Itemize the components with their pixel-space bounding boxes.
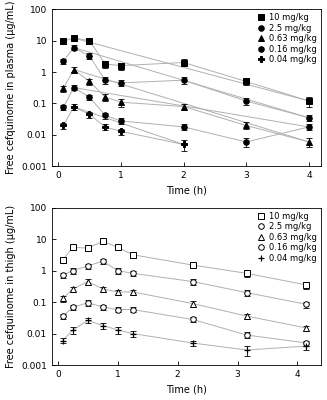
0.16 mg/kg (72, 85, 76, 90)
0.63 mg/kg (131, 290, 135, 294)
2.5 mg/kg (86, 264, 90, 268)
0.04 mg/kg (86, 318, 90, 323)
0.04 mg/kg (61, 338, 65, 343)
0.63 mg/kg (119, 100, 123, 104)
2.5 mg/kg (72, 45, 76, 50)
0.16 mg/kg (71, 305, 75, 310)
Line: 10 mg/kg: 10 mg/kg (60, 238, 309, 288)
X-axis label: Time (h): Time (h) (166, 384, 207, 394)
0.16 mg/kg (61, 105, 65, 110)
0.04 mg/kg (116, 328, 120, 332)
2.5 mg/kg (307, 116, 311, 120)
0.63 mg/kg (304, 326, 308, 330)
0.16 mg/kg (131, 307, 135, 312)
10 mg/kg (307, 98, 311, 103)
0.04 mg/kg (71, 328, 75, 332)
10 mg/kg (103, 62, 107, 66)
10 mg/kg (119, 63, 123, 68)
0.63 mg/kg (61, 86, 65, 91)
0.63 mg/kg (88, 79, 92, 84)
2.5 mg/kg (304, 302, 308, 307)
0.63 mg/kg (72, 67, 76, 72)
0.04 mg/kg (103, 124, 107, 129)
0.04 mg/kg (191, 341, 195, 346)
10 mg/kg (116, 245, 120, 250)
Line: 2.5 mg/kg: 2.5 mg/kg (60, 45, 312, 120)
0.16 mg/kg (181, 124, 185, 129)
10 mg/kg (245, 271, 249, 276)
2.5 mg/kg (61, 273, 65, 278)
2.5 mg/kg (61, 59, 65, 64)
0.04 mg/kg (101, 323, 105, 328)
Line: 0.16 mg/kg: 0.16 mg/kg (60, 85, 312, 145)
2.5 mg/kg (191, 279, 195, 284)
Line: 0.63 mg/kg: 0.63 mg/kg (60, 67, 312, 145)
10 mg/kg (191, 263, 195, 268)
0.63 mg/kg (181, 104, 185, 109)
Legend: 10 mg/kg, 2.5 mg/kg, 0.63 mg/kg, 0.16 mg/kg, 0.04 mg/kg: 10 mg/kg, 2.5 mg/kg, 0.63 mg/kg, 0.16 mg… (254, 12, 319, 66)
0.04 mg/kg (245, 348, 249, 352)
X-axis label: Time (h): Time (h) (166, 186, 207, 196)
2.5 mg/kg (131, 271, 135, 276)
Line: 0.04 mg/kg: 0.04 mg/kg (60, 104, 186, 147)
0.16 mg/kg (103, 113, 107, 118)
0.04 mg/kg (61, 123, 65, 128)
2.5 mg/kg (116, 268, 120, 273)
0.63 mg/kg (103, 95, 107, 100)
10 mg/kg (244, 79, 248, 84)
10 mg/kg (181, 60, 185, 65)
2.5 mg/kg (119, 80, 123, 85)
0.04 mg/kg (304, 344, 308, 348)
10 mg/kg (72, 36, 76, 40)
2.5 mg/kg (181, 78, 185, 82)
10 mg/kg (61, 39, 65, 44)
0.63 mg/kg (86, 279, 90, 284)
0.63 mg/kg (245, 314, 249, 318)
2.5 mg/kg (71, 268, 75, 273)
10 mg/kg (86, 246, 90, 250)
Line: 0.63 mg/kg: 0.63 mg/kg (60, 279, 309, 331)
10 mg/kg (131, 252, 135, 257)
0.16 mg/kg (116, 307, 120, 312)
Line: 10 mg/kg: 10 mg/kg (60, 35, 312, 104)
10 mg/kg (71, 245, 75, 250)
0.16 mg/kg (245, 332, 249, 337)
2.5 mg/kg (245, 290, 249, 295)
0.63 mg/kg (101, 287, 105, 292)
0.04 mg/kg (88, 112, 92, 117)
Y-axis label: Free cefquinome in plasma (μg/mL): Free cefquinome in plasma (μg/mL) (6, 1, 16, 174)
0.04 mg/kg (181, 142, 185, 147)
0.16 mg/kg (304, 341, 308, 346)
0.04 mg/kg (131, 331, 135, 336)
10 mg/kg (101, 239, 105, 244)
0.63 mg/kg (61, 296, 65, 301)
Legend: 10 mg/kg, 2.5 mg/kg, 0.63 mg/kg, 0.16 mg/kg, 0.04 mg/kg: 10 mg/kg, 2.5 mg/kg, 0.63 mg/kg, 0.16 mg… (254, 210, 319, 264)
0.63 mg/kg (191, 301, 195, 306)
10 mg/kg (88, 38, 92, 43)
0.16 mg/kg (307, 124, 311, 129)
0.16 mg/kg (86, 300, 90, 305)
Y-axis label: Free cefquinome in thigh (μg/mL): Free cefquinome in thigh (μg/mL) (6, 205, 16, 368)
0.63 mg/kg (116, 290, 120, 294)
2.5 mg/kg (101, 259, 105, 264)
0.16 mg/kg (88, 95, 92, 100)
0.16 mg/kg (244, 140, 248, 144)
0.16 mg/kg (101, 304, 105, 309)
10 mg/kg (61, 258, 65, 262)
0.04 mg/kg (119, 129, 123, 134)
0.16 mg/kg (61, 314, 65, 318)
2.5 mg/kg (244, 98, 248, 103)
10 mg/kg (304, 282, 308, 287)
2.5 mg/kg (88, 54, 92, 58)
0.63 mg/kg (244, 123, 248, 128)
0.16 mg/kg (119, 118, 123, 123)
0.63 mg/kg (71, 287, 75, 292)
Line: 0.16 mg/kg: 0.16 mg/kg (60, 300, 309, 346)
Line: 2.5 mg/kg: 2.5 mg/kg (60, 258, 309, 307)
2.5 mg/kg (103, 78, 107, 82)
Line: 0.04 mg/kg: 0.04 mg/kg (59, 317, 310, 354)
0.04 mg/kg (72, 104, 76, 109)
0.63 mg/kg (307, 140, 311, 144)
0.16 mg/kg (191, 317, 195, 322)
